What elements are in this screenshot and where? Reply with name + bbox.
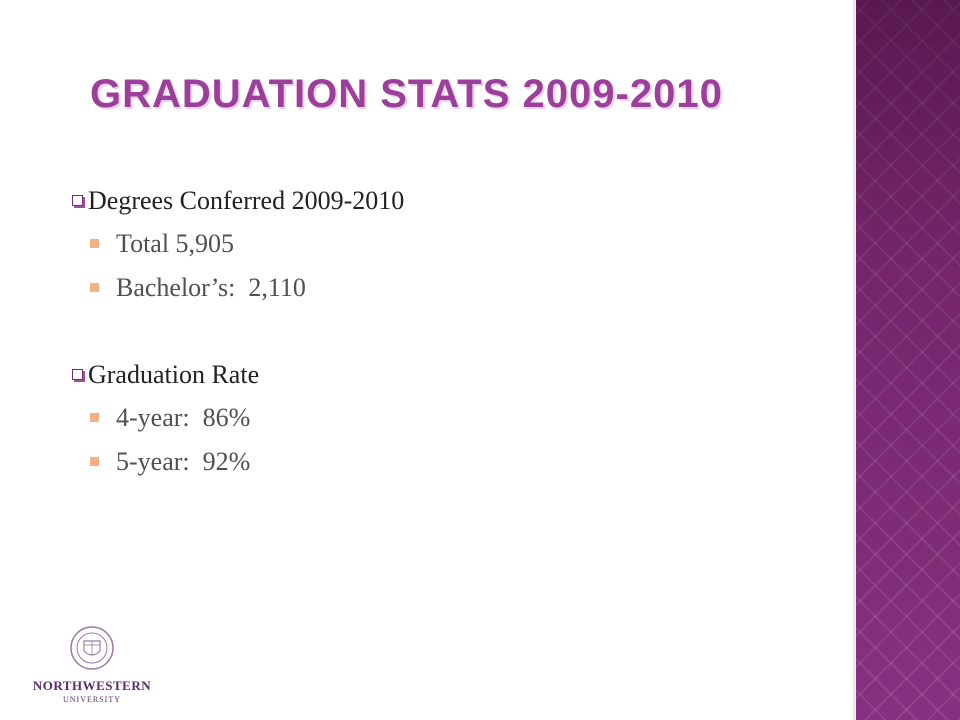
sub-bullet-4-year: 4-year: 86%: [72, 396, 772, 440]
bullet-heading: Degrees Conferred 2009-2010: [88, 186, 405, 215]
sub-bullet-text: Bachelor’s: 2,110: [116, 273, 306, 302]
sub-bullet-total: Total 5,905: [72, 222, 772, 266]
university-seal-icon: [70, 626, 114, 670]
box-bullet-icon: [72, 195, 83, 206]
box-bullet-icon: [72, 369, 83, 380]
square-bullet-icon: [90, 283, 99, 292]
square-bullet-icon: [90, 239, 99, 248]
bullet-heading: Graduation Rate: [88, 360, 260, 389]
university-logo: NORTHWESTERN UNIVERSITY: [22, 618, 192, 718]
square-bullet-icon: [90, 413, 99, 422]
decorative-side-panel: [853, 0, 960, 720]
sub-bullet-text: 4-year: 86%: [116, 403, 251, 432]
square-bullet-icon: [90, 457, 99, 466]
slide-title: Graduation Stats 2009-2010: [90, 72, 723, 116]
bullet-graduation-rate: Graduation Rate: [72, 354, 772, 396]
sub-bullet-text: Total 5,905: [116, 229, 235, 258]
sub-bullet-bachelors: Bachelor’s: 2,110: [72, 266, 772, 310]
sub-bullet-text: 5-year: 92%: [116, 447, 251, 476]
logo-wordmark: NORTHWESTERN: [32, 678, 152, 693]
sub-bullet-5-year: 5-year: 92%: [72, 440, 772, 484]
logo-subtitle: UNIVERSITY: [63, 695, 121, 704]
bullet-list: Degrees Conferred 2009-2010 Total 5,905 …: [72, 180, 772, 484]
bullet-degrees-conferred: Degrees Conferred 2009-2010: [72, 180, 772, 222]
side-panel-divider: [853, 0, 856, 720]
